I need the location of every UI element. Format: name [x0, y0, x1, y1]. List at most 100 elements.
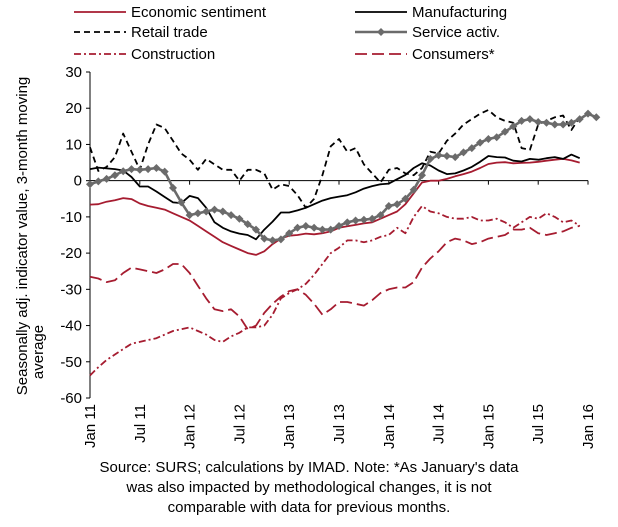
data-point-service-activ — [102, 174, 111, 183]
data-point-service-activ — [592, 113, 601, 122]
data-point-service-activ — [426, 154, 435, 163]
data-point-service-activ — [127, 165, 136, 174]
data-point-service-activ — [135, 165, 144, 174]
x-tick-label: Jan 15 — [480, 404, 497, 449]
legend-item-economic-sentiment: Economic sentiment — [74, 4, 267, 21]
data-point-service-activ — [393, 200, 402, 209]
chart-axes — [86, 71, 589, 399]
legend-item-construction: Construction — [74, 46, 215, 63]
data-point-service-activ — [517, 116, 526, 125]
data-point-service-activ — [359, 215, 368, 224]
data-point-service-activ — [293, 223, 302, 232]
series-retail-trade — [89, 109, 581, 209]
legend-item-manufacturing: Manufacturing — [355, 4, 507, 21]
data-point-service-activ — [434, 151, 443, 160]
x-tick-label: Jan 11 — [82, 404, 99, 448]
y-axis-label: Seasonally adj. indicator value, 3-month… — [14, 77, 47, 396]
data-point-service-activ — [376, 211, 385, 220]
data-point-service-activ — [459, 148, 468, 157]
data-point-service-activ — [285, 229, 294, 238]
series-line-service-activ — [89, 112, 597, 242]
data-point-service-activ — [243, 220, 252, 229]
x-tick-label: Jan 14 — [381, 404, 398, 449]
data-point-service-activ — [152, 163, 161, 172]
data-point-service-activ — [509, 122, 518, 131]
data-point-service-activ — [442, 152, 451, 161]
data-point-service-activ — [276, 235, 285, 244]
legend-marker — [377, 28, 385, 36]
chart-tick-labels: -60 -50 -40 -30 -20 -10 0 10 20 30 Jan 11 Jul 11 Jan… — [60, 64, 597, 449]
y-axis-label-line: average — [30, 325, 47, 379]
y-tick-label: 10 — [65, 136, 82, 153]
chart-series — [86, 109, 601, 377]
data-point-service-activ — [119, 167, 128, 176]
x-tick-label: Jul 13 — [331, 404, 348, 444]
data-point-service-activ — [185, 211, 194, 220]
x-tick-label: Jan 13 — [281, 404, 298, 449]
data-point-service-activ — [584, 109, 592, 118]
data-point-service-activ — [268, 236, 277, 245]
legend-label: Retail trade — [131, 24, 208, 41]
data-point-service-activ — [301, 221, 310, 230]
x-tick-label: Jul 15 — [530, 404, 547, 444]
data-point-service-activ — [335, 221, 343, 230]
legend-item-consumers: Consumers* — [355, 46, 495, 63]
y-axis-label-group: Seasonally adj. indicator value, 3-month… — [14, 77, 47, 396]
data-point-service-activ — [575, 115, 584, 124]
data-point-service-activ — [368, 214, 377, 223]
data-point-service-activ — [343, 218, 352, 227]
y-tick-label: 30 — [65, 64, 82, 81]
x-tick-label: Jul 11 — [132, 404, 149, 443]
data-point-service-activ — [476, 138, 485, 147]
x-tick-label: Jul 12 — [231, 404, 248, 444]
data-point-service-activ — [144, 165, 153, 174]
x-tick-label: Jan 16 — [580, 404, 597, 449]
source-note-line-3: comparable with data for previous months… — [167, 499, 451, 516]
data-point-service-activ — [169, 183, 177, 192]
source-note-line-2: was also impacted by methodological chan… — [126, 479, 492, 496]
data-point-service-activ — [193, 209, 202, 218]
data-point-service-activ — [559, 120, 568, 129]
series-service-activ — [86, 109, 601, 245]
data-point-service-activ — [235, 214, 244, 223]
data-point-service-activ — [210, 205, 219, 214]
data-point-service-activ — [418, 171, 426, 180]
y-tick-label: -10 — [60, 209, 82, 226]
data-point-service-activ — [525, 115, 534, 124]
data-point-service-activ — [492, 133, 501, 142]
legend-label: Service activ. — [412, 24, 500, 41]
data-point-service-activ — [567, 118, 576, 127]
data-point-service-activ — [110, 171, 119, 180]
data-point-service-activ — [451, 153, 460, 162]
data-point-service-activ — [484, 135, 493, 144]
series-manufacturing — [89, 153, 581, 241]
chart-legend: Economic sentiment Manufacturing Retail tr… — [74, 4, 507, 63]
series-consumers — [89, 225, 580, 331]
data-point-service-activ — [252, 225, 260, 234]
series-line-consumers — [89, 225, 580, 331]
data-point-service-activ — [177, 198, 186, 207]
series-construction — [89, 205, 581, 377]
series-line-retail-trade — [89, 109, 581, 209]
y-tick-label: -60 — [60, 390, 82, 407]
y-tick-label: -40 — [60, 318, 82, 335]
data-point-service-activ — [501, 127, 509, 136]
data-point-service-activ — [351, 216, 360, 225]
x-tick-label: Jul 14 — [431, 404, 448, 444]
y-axis-label-line: Seasonally adj. indicator value, 3-month… — [14, 77, 31, 396]
y-tick-label: -50 — [60, 354, 82, 371]
series-line-manufacturing — [89, 153, 581, 241]
data-point-service-activ — [86, 180, 94, 189]
y-tick-label: 20 — [65, 100, 82, 117]
legend-label: Manufacturing — [412, 4, 507, 21]
data-point-service-activ — [310, 223, 319, 232]
data-point-service-activ — [260, 234, 269, 243]
legend-label: Construction — [131, 46, 215, 63]
data-point-service-activ — [318, 225, 327, 234]
data-point-service-activ — [467, 144, 476, 153]
y-tick-label: -20 — [60, 245, 82, 262]
data-point-service-activ — [94, 177, 103, 186]
data-point-service-activ — [218, 207, 227, 216]
x-tick-label: Jan 12 — [182, 404, 199, 449]
